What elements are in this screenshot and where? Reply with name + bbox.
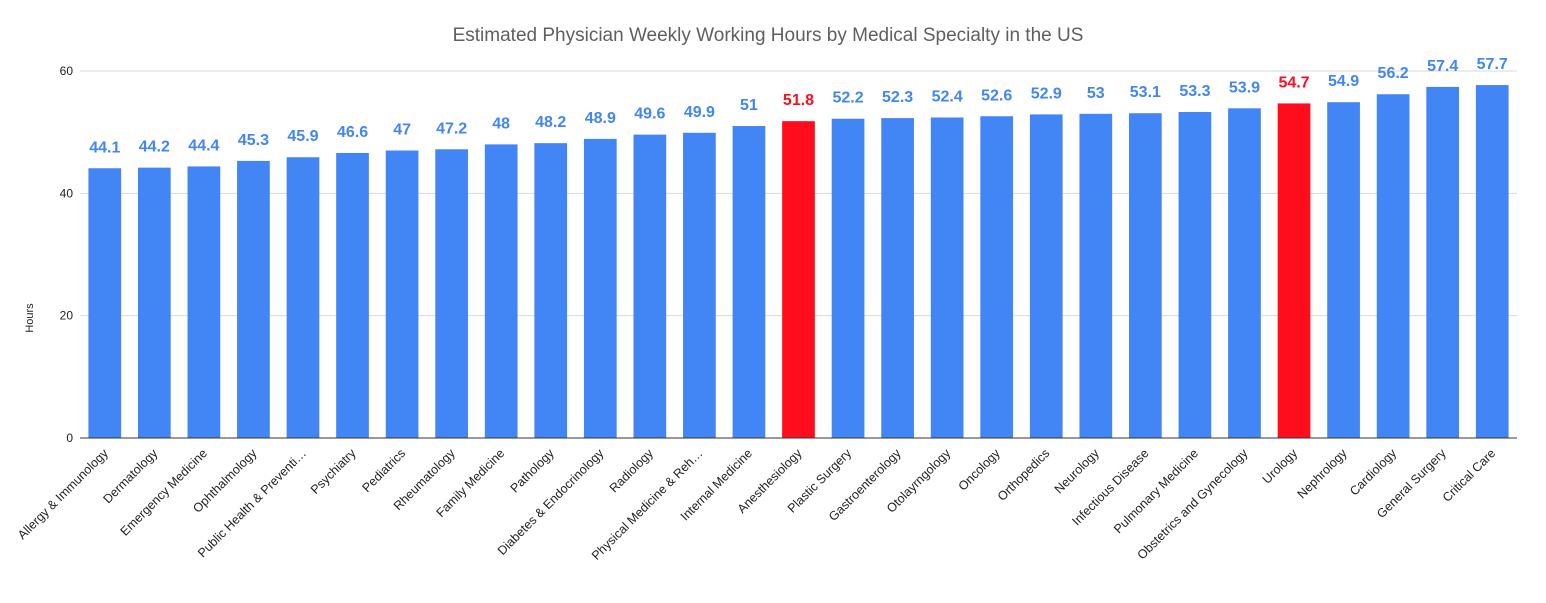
x-tick-label: Diabetes & Endocrinology <box>495 446 607 558</box>
bar <box>1178 111 1212 439</box>
x-tick-label: Pathology <box>508 446 558 496</box>
x-tick-label: Pulmonary Medicine <box>1111 446 1201 536</box>
bar <box>187 166 221 439</box>
data-label: 44.2 <box>139 139 170 156</box>
x-tick-label: Urology <box>1260 446 1301 487</box>
x-tick-label: Emergency Medicine <box>118 446 210 538</box>
x-tick-label: Critical Care <box>1440 446 1499 505</box>
data-label: 49.6 <box>634 106 665 123</box>
x-tick-label: Radiology <box>607 446 657 496</box>
chart-title: Estimated Physician Weekly Working Hours… <box>453 25 1084 46</box>
data-label: 56.2 <box>1378 65 1409 82</box>
data-label: 44.4 <box>188 137 219 154</box>
bar <box>237 160 270 439</box>
bar <box>385 150 419 438</box>
bar <box>534 143 568 438</box>
bar <box>1079 113 1113 439</box>
data-label: 54.7 <box>1278 74 1309 91</box>
x-tick-label: Neurology <box>1052 446 1103 497</box>
data-label: 51.8 <box>783 92 814 109</box>
bar <box>435 149 468 438</box>
data-label: 47 <box>393 122 411 139</box>
bar <box>683 132 716 439</box>
data-label: 52.9 <box>1031 85 1062 102</box>
bar <box>336 152 369 439</box>
data-label: 49.9 <box>684 104 715 121</box>
data-label: 47.2 <box>436 120 467 137</box>
bar <box>1475 85 1509 439</box>
x-tick-label: Pediatrics <box>359 446 408 495</box>
x-tick-label: Nephrology <box>1295 446 1351 502</box>
bar <box>1376 94 1410 438</box>
bar <box>88 168 122 438</box>
data-label: 45.3 <box>238 132 269 149</box>
x-tick-label: Psychiatry <box>308 446 359 497</box>
bar <box>484 144 518 438</box>
bar <box>583 138 617 438</box>
bar <box>1029 114 1063 438</box>
y-axis-label: Hours <box>24 303 36 333</box>
data-label: 53 <box>1087 85 1105 102</box>
bar <box>137 167 171 439</box>
x-tick-label: Oncology <box>956 446 1004 494</box>
x-tick-label: Cardiology <box>1347 446 1400 499</box>
data-label: 57.7 <box>1477 56 1508 73</box>
bar <box>1426 86 1460 439</box>
data-label: 52.6 <box>981 87 1012 104</box>
x-tick-labels: Allergy & ImmunologyDermatologyEmergency… <box>15 446 1498 563</box>
data-label: 54.9 <box>1328 73 1359 90</box>
data-labels: 44.1 44.2 44.4 45.3 45.9 46.6 47 47.2 48 48.2 48.9… <box>89 56 1508 156</box>
bar <box>286 157 320 438</box>
bar <box>881 118 914 439</box>
data-label: 44.1 <box>89 139 120 156</box>
bar <box>1228 108 1261 438</box>
bar <box>782 121 815 438</box>
data-label: 52.2 <box>832 90 863 107</box>
data-label: 48.9 <box>585 110 616 127</box>
x-tick-label: Orthopedics <box>995 446 1053 504</box>
data-label: 48.2 <box>535 114 566 131</box>
data-label: 52.4 <box>932 88 963 105</box>
data-label: 48 <box>492 115 510 132</box>
bar <box>633 134 667 438</box>
data-label: 53.9 <box>1229 79 1260 96</box>
bar <box>1277 103 1311 438</box>
data-label: 45.9 <box>287 128 318 145</box>
y-tick-label: 60 <box>60 64 74 78</box>
bar <box>930 117 964 438</box>
bar <box>831 118 865 439</box>
bar <box>1327 102 1360 438</box>
bar <box>732 126 766 439</box>
bar <box>980 116 1014 438</box>
x-tick-label: Allergy & Immunology <box>15 446 111 542</box>
data-label: 57.4 <box>1427 58 1458 75</box>
y-tick-label: 40 <box>60 186 74 200</box>
y-tick-label: 20 <box>60 309 74 323</box>
y-tick-label: 0 <box>66 431 73 445</box>
bar <box>1129 113 1162 438</box>
data-label: 51 <box>740 97 758 114</box>
data-label: 53.1 <box>1130 84 1161 101</box>
data-label: 52.3 <box>882 89 913 106</box>
data-label: 46.6 <box>337 124 368 141</box>
data-label: 53.3 <box>1179 83 1210 100</box>
bars <box>88 85 1509 439</box>
